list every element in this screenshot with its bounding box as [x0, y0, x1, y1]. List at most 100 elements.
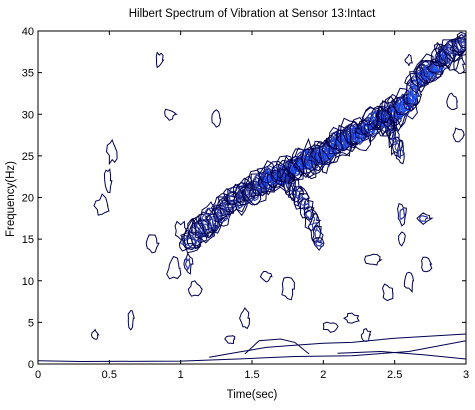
branch-contour-1 — [303, 206, 315, 221]
ridge-contour-mid — [214, 198, 228, 217]
branch-contour-2 — [396, 148, 404, 158]
ridge-contour-outer — [406, 79, 423, 106]
branch-contour-1 — [282, 172, 295, 197]
x-axis-label: Time(sec) — [227, 389, 278, 401]
baseline-contour-3 — [244, 338, 310, 355]
x-axis-ticks: 0 0.5 1 1.5 2 2.5 3 — [35, 31, 469, 381]
y-tick-label: 25 — [22, 151, 34, 163]
ridge-contour-outer — [441, 33, 466, 63]
y-tick-label: 40 — [22, 26, 34, 38]
x-tick-label: 1 — [178, 369, 184, 381]
ridge-contour-mid — [446, 40, 464, 56]
ridge-contour-core — [428, 66, 437, 77]
island-contour — [224, 335, 236, 345]
ridge-contour-outer — [404, 72, 429, 94]
ridge-contour-core — [410, 86, 417, 104]
island-contour — [281, 276, 295, 301]
ridge-contour-core — [407, 87, 416, 103]
island-contour — [164, 108, 178, 121]
plot-contents — [38, 31, 466, 363]
island-contour — [421, 256, 433, 273]
island-contour-inner — [184, 256, 192, 271]
island-contour — [452, 127, 465, 143]
ridge-contour-outer — [257, 167, 273, 196]
y-axis-label: Frequency(Hz) — [5, 161, 17, 237]
island-contour — [416, 212, 434, 225]
island-contour — [259, 270, 273, 283]
y-tick-label: 15 — [22, 234, 34, 246]
ridge-contour-mid — [460, 33, 466, 45]
branch-contour-1 — [291, 186, 299, 197]
ridge-contour-outer — [450, 36, 466, 56]
island-contour — [446, 92, 459, 111]
island-contour — [155, 51, 165, 69]
island-contour — [364, 253, 383, 266]
island-contour — [342, 312, 360, 324]
branch-contour-2 — [377, 106, 393, 124]
ridge-contour-outer — [217, 192, 236, 217]
island-contour — [312, 237, 325, 252]
y-axis-ticks: 0 5 10 15 20 25 30 35 40 — [22, 26, 466, 371]
ridge-contour-mid — [189, 221, 201, 246]
ridge-contour-mid — [229, 192, 240, 203]
island-contour — [398, 231, 406, 247]
island-contour-inner — [399, 207, 406, 220]
island-contour-inner — [418, 215, 429, 222]
y-tick-label: 35 — [22, 68, 34, 80]
y-tick-label: 10 — [22, 276, 34, 288]
island-contour — [105, 138, 118, 166]
island-contour — [433, 41, 442, 55]
x-tick-label: 1.5 — [244, 369, 259, 381]
y-tick-label: 0 — [28, 359, 34, 371]
chart-title: Hilbert Spectrum of Vibration at Sensor … — [129, 8, 376, 20]
x-tick-label: 0.5 — [102, 369, 117, 381]
island-contour — [397, 203, 407, 227]
island-contour — [322, 321, 339, 333]
ridge-contour-mid — [434, 50, 446, 66]
y-tick-label: 20 — [22, 193, 34, 205]
island-contour-inner — [314, 239, 325, 248]
ridge-contour-outer — [205, 206, 229, 232]
island-contour — [403, 271, 415, 294]
branch-contour-1 — [311, 224, 324, 244]
island-contour — [127, 309, 135, 331]
branch-contour-1 — [297, 192, 310, 210]
y-tick-label: 30 — [22, 109, 34, 121]
island-contour — [90, 328, 100, 340]
y-tick-label: 5 — [28, 317, 34, 329]
x-tick-label: 2.5 — [387, 369, 402, 381]
ridge-contour-outer — [193, 218, 217, 244]
branch-contour-1 — [283, 174, 290, 186]
branch-contour-2 — [383, 116, 390, 126]
island-contour — [404, 53, 413, 67]
ridge-contour-outer — [456, 31, 466, 49]
branch-contour-1 — [275, 167, 292, 188]
x-tick-label: 3 — [463, 369, 469, 381]
island-contour — [183, 252, 194, 275]
island-contour — [453, 53, 466, 74]
ridge-contour-mid — [456, 36, 466, 52]
island-contour — [381, 283, 394, 302]
island-contour — [174, 220, 189, 240]
ridge-contour-core — [323, 146, 335, 158]
island-contour — [211, 109, 222, 128]
x-tick-label: 2 — [320, 369, 326, 381]
x-tick-label: 0 — [35, 369, 41, 381]
ridge-contour-outer — [197, 207, 217, 239]
island-contour — [187, 280, 203, 297]
ridge-contour-outer — [393, 96, 412, 129]
baseline-contour-4 — [337, 350, 466, 360]
ridge-contour-outer — [178, 235, 196, 252]
island-contour — [239, 306, 251, 330]
branch-contour-1 — [311, 221, 318, 231]
island-contour — [93, 193, 110, 216]
island-contour — [103, 168, 113, 194]
ridge-contour-mid — [208, 208, 225, 230]
island-contour — [145, 234, 160, 254]
branch-contour-2 — [394, 142, 401, 152]
branch-contour-2 — [391, 136, 403, 160]
island-contour — [166, 255, 182, 280]
baseline-contour-1 — [38, 340, 466, 363]
